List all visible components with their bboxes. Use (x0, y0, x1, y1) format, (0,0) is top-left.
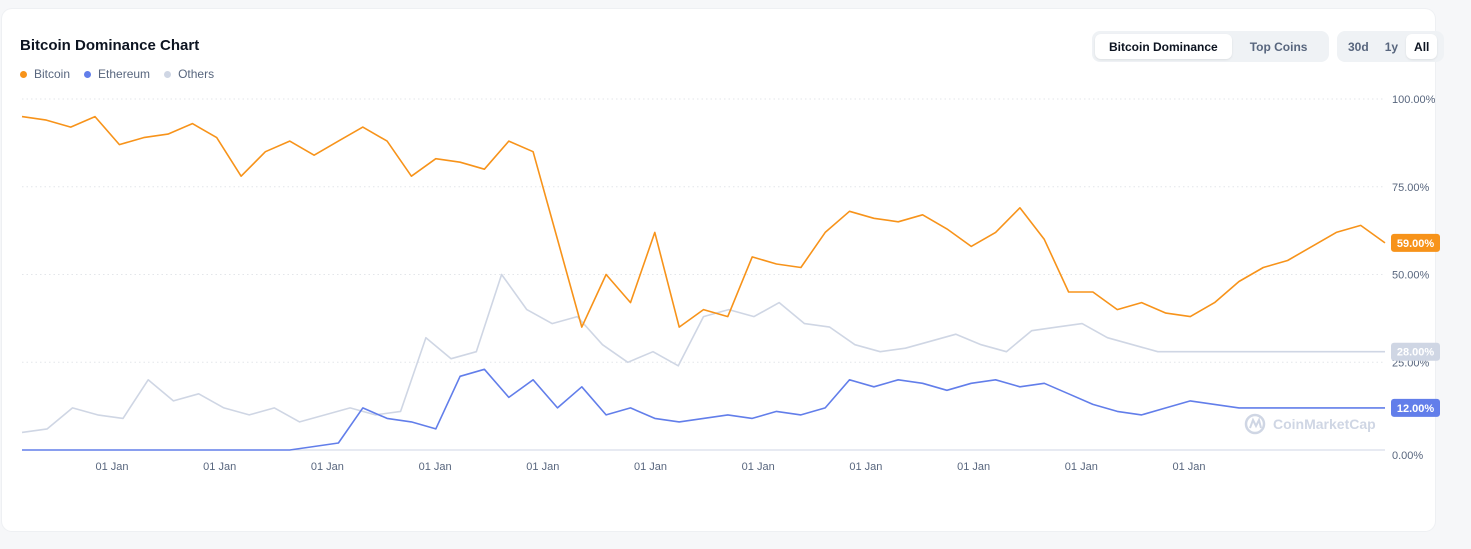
legend-item-bitcoin[interactable]: Bitcoin (20, 67, 70, 81)
y-axis-ticks: 0.00%25.00%50.00%75.00%100.00% (1392, 94, 1436, 462)
legend-label-others: Others (178, 67, 215, 81)
x-tick-label: 01 Jan (203, 461, 236, 473)
badge-background (1391, 398, 1440, 417)
y-tick-label: 75.00% (1392, 182, 1430, 194)
badge-background (1391, 342, 1440, 361)
range-all-button[interactable]: All (1406, 34, 1438, 59)
watermark: CoinMarketCap (1244, 413, 1376, 435)
x-tick-label: 01 Jan (634, 461, 667, 473)
x-tick-label: 01 Jan (311, 461, 344, 473)
x-tick-label: 01 Jan (95, 461, 128, 473)
range-selector: 30d 1y All (1337, 31, 1444, 62)
legend-item-others[interactable]: Others (164, 67, 214, 81)
badge-background (1391, 233, 1440, 252)
chart-title: Bitcoin Dominance Chart (20, 37, 200, 54)
range-30d-button[interactable]: 30d (1348, 39, 1369, 54)
current-value-badge-ethereum: 12.00% (1391, 398, 1440, 417)
tab-bitcoin-dominance[interactable]: Bitcoin Dominance (1095, 34, 1232, 59)
x-axis-ticks: 01 Jan 01 Jan 01 Jan 01 Jan 01 Jan 01 Jan 01 J… (95, 461, 1205, 473)
x-tick-label: 01 Jan (526, 461, 559, 473)
range-1y-button[interactable]: 1y (1384, 39, 1399, 54)
series-line-ethereum[interactable] (22, 368, 1385, 451)
view-tabs: Bitcoin Dominance Top Coins (1092, 31, 1329, 62)
chart-card (2, 9, 1435, 531)
x-tick-label: 01 Jan (849, 461, 882, 473)
y-tick-label: 50.00% (1392, 270, 1430, 282)
y-tick-label: 100.00% (1392, 94, 1436, 106)
watermark-text: CoinMarketCap (1273, 416, 1376, 432)
x-tick-label: 01 Jan (957, 461, 990, 473)
coinmarketcap-logo-icon (1244, 413, 1266, 435)
chart-legend: Bitcoin Ethereum Others (20, 67, 214, 81)
legend-dot-ethereum-icon (84, 70, 92, 78)
tab-top-coins[interactable]: Top Coins (1249, 39, 1308, 54)
current-value-badges: 28.00% 12.00% 59.00% (1391, 233, 1440, 417)
series-lines (21, 115, 1386, 451)
badge-label: 12.00% (1397, 403, 1435, 415)
series-line-others[interactable] (21, 273, 1385, 434)
x-tick-label: 01 Jan (742, 461, 775, 473)
series-line-bitcoin[interactable] (21, 115, 1386, 328)
legend-item-ethereum[interactable]: Ethereum (84, 67, 150, 81)
current-value-badge-others: 28.00% (1391, 342, 1440, 361)
legend-dot-bitcoin-icon (20, 70, 27, 78)
badge-label: 28.00% (1397, 347, 1435, 359)
current-value-badge-bitcoin: 59.00% (1391, 233, 1440, 252)
legend-label-ethereum: Ethereum (98, 67, 151, 81)
legend-label-bitcoin: Bitcoin (34, 67, 71, 81)
x-tick-label: 01 Jan (419, 461, 452, 473)
x-tick-label: 01 Jan (1172, 461, 1205, 473)
legend-dot-others-icon (164, 70, 172, 78)
y-tick-label: 0.00% (1392, 450, 1423, 462)
x-tick-label: 01 Jan (1065, 461, 1098, 473)
badge-label: 59.00% (1397, 238, 1435, 250)
